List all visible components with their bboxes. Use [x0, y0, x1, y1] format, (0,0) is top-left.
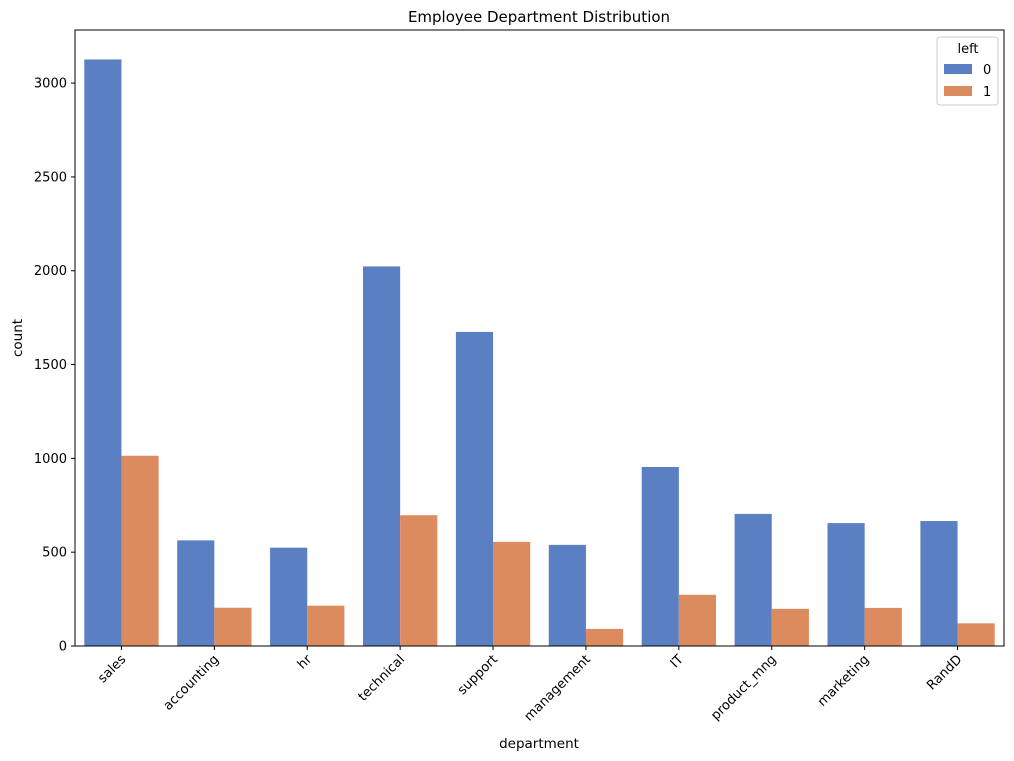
x-tick-label-IT: IT: [668, 652, 687, 671]
y-tick-label: 2500: [34, 170, 67, 185]
legend-label-series-1: 1: [983, 85, 991, 100]
chart-title: Employee Department Distribution: [408, 8, 670, 26]
bar-support-series-1: [493, 541, 531, 646]
bar-accounting-series-1: [214, 607, 252, 646]
x-tick-label-product_mng: product_mng: [708, 652, 779, 723]
legend-label-series-0: 0: [983, 63, 991, 78]
x-tick-label-sales: sales: [95, 652, 129, 686]
x-axis-label: department: [499, 736, 579, 752]
bar-IT-series-1: [678, 594, 717, 646]
bar-product_mng-series-0: [734, 513, 772, 646]
legend-swatch-series-0: [944, 64, 972, 74]
bars-group: [84, 59, 995, 646]
bar-technical-series-0: [362, 266, 401, 646]
y-tick-label: 500: [42, 546, 67, 561]
y-tick-label: 0: [59, 640, 67, 655]
bar-management-series-1: [585, 628, 624, 646]
x-tick-label-hr: hr: [295, 652, 316, 673]
y-tick-label: 3000: [34, 77, 67, 92]
bar-RandD-series-1: [957, 623, 995, 646]
y-tick-label: 1000: [34, 452, 67, 467]
bar-product_mng-series-1: [771, 608, 809, 646]
bar-accounting-series-0: [177, 540, 215, 646]
y-tick-label: 1500: [34, 358, 67, 373]
bar-marketing-series-1: [864, 607, 902, 646]
bar-hr-series-0: [270, 547, 308, 646]
x-tick-label-RandD: RandD: [924, 652, 965, 693]
plot-frame: [74, 29, 1005, 647]
x-tick-label-accounting: accounting: [161, 652, 222, 713]
y-axis-ticks: 0 500 1000 1500 2000 2500 3000: [34, 77, 75, 655]
bar-IT-series-0: [641, 467, 679, 646]
bar-sales-series-1: [121, 455, 159, 646]
x-tick-label-marketing: marketing: [815, 652, 872, 709]
x-axis-ticks: sales accounting hr technical support managem…: [95, 646, 965, 724]
bar-management-series-0: [548, 544, 586, 646]
bar-RandD-series-0: [920, 521, 958, 646]
x-tick-label-support: support: [455, 652, 501, 698]
legend: left 0 1: [936, 36, 999, 106]
legend-swatch-series-1: [944, 86, 972, 96]
x-tick-label-technical: technical: [356, 652, 408, 704]
y-axis-label: count: [10, 319, 26, 357]
bar-hr-series-1: [307, 605, 345, 646]
bar-sales-series-0: [84, 59, 122, 646]
bar-technical-series-1: [400, 515, 438, 646]
bar-marketing-series-0: [827, 523, 865, 646]
legend-title: left: [957, 42, 978, 57]
bar-support-series-0: [455, 331, 494, 646]
x-tick-label-management: management: [522, 652, 594, 724]
y-tick-label: 2000: [34, 264, 67, 279]
